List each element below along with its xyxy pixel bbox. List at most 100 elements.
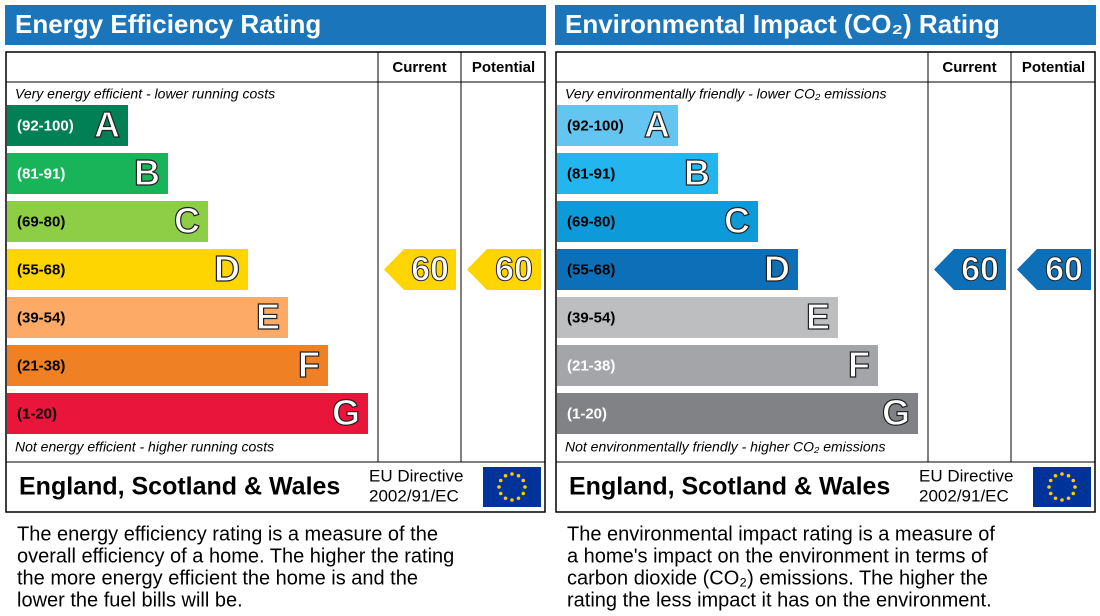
band-letter: A	[94, 104, 120, 145]
directive: 2002/91/EC	[369, 486, 459, 505]
eu-star	[523, 485, 527, 489]
band-letter: B	[684, 152, 710, 193]
eu-star	[1048, 491, 1053, 496]
rating-band	[7, 393, 368, 434]
bottom-note: Not energy efficient - higher running co…	[15, 439, 274, 455]
band-range: (1-20)	[17, 405, 57, 422]
band-range: (39-54)	[17, 309, 65, 326]
top-note: Very energy efficient - lower running co…	[15, 86, 275, 102]
description: The environmental impact rating is a mea…	[567, 523, 995, 545]
band-range: (55-68)	[17, 261, 65, 278]
description: overall efficiency of a home. The higher…	[17, 545, 454, 567]
rating-band	[7, 105, 128, 146]
column-header: Current	[392, 59, 446, 76]
description: rating the less impact it has on the env…	[567, 589, 992, 611]
rating-arrow	[384, 249, 456, 290]
eu-star	[516, 473, 521, 478]
rating-band	[557, 105, 678, 146]
rating-band	[7, 249, 248, 290]
band-letter: E	[806, 296, 830, 337]
eu-star	[498, 478, 503, 483]
rating-band	[557, 345, 878, 386]
eu-star	[510, 498, 514, 502]
rating-band	[7, 201, 208, 242]
eu-star	[1066, 473, 1071, 478]
eu-star	[1071, 491, 1076, 496]
frame	[5, 51, 546, 513]
rating-band	[557, 249, 798, 290]
eu-star	[510, 472, 514, 476]
rating-value: 60	[495, 250, 533, 288]
column-header: Potential	[472, 59, 535, 76]
band-letter: D	[764, 248, 790, 289]
band-range: (39-54)	[567, 309, 615, 326]
description: The energy efficiency rating is a measur…	[17, 523, 438, 545]
eu-star	[1047, 485, 1051, 489]
band-range: (21-38)	[567, 357, 615, 374]
band-letter: G	[332, 392, 360, 433]
eu-star	[521, 478, 526, 483]
eu-star	[1060, 472, 1064, 476]
rating-arrow	[1017, 249, 1091, 290]
description: carbon dioxide (CO₂) emissions. The high…	[567, 567, 988, 589]
band-range: (55-68)	[567, 261, 615, 278]
rating-band	[7, 297, 288, 338]
band-letter: D	[214, 248, 240, 289]
panel-title: Energy Efficiency Rating	[15, 9, 321, 39]
column-header: Potential	[1022, 59, 1085, 76]
eu-star	[1060, 498, 1064, 502]
column-header: Current	[942, 59, 996, 76]
band-range: (1-20)	[567, 405, 607, 422]
band-range: (92-100)	[567, 117, 624, 134]
rating-value: 60	[411, 250, 449, 288]
eu-star	[521, 491, 526, 496]
eu-star	[1073, 485, 1077, 489]
directive: 2002/91/EC	[919, 486, 1009, 505]
footer-region: England, Scotland & Wales	[569, 473, 890, 501]
band-range: (92-100)	[17, 117, 74, 134]
band-letter: E	[256, 296, 280, 337]
band-range: (21-38)	[17, 357, 65, 374]
eu-star	[1071, 478, 1076, 483]
band-letter: F	[848, 344, 870, 385]
eu-star	[1048, 478, 1053, 483]
band-range: (81-91)	[567, 165, 615, 182]
eu-star	[1053, 496, 1058, 501]
frame	[555, 51, 1096, 513]
rating-band	[557, 153, 718, 194]
rating-value: 60	[961, 250, 999, 288]
eu-star	[497, 485, 501, 489]
title-bar	[555, 5, 1096, 45]
band-letter: B	[134, 152, 160, 193]
rating-arrow	[467, 249, 541, 290]
title-bar	[5, 5, 546, 45]
eu-star	[503, 473, 508, 478]
band-range: (81-91)	[17, 165, 65, 182]
rating-band	[557, 201, 758, 242]
eu-star	[498, 491, 503, 496]
top-note: Very environmentally friendly - lower CO…	[565, 86, 886, 102]
description: lower the fuel bills will be.	[17, 589, 243, 611]
description: a home's impact on the environment in te…	[567, 545, 988, 567]
eu-star	[503, 496, 508, 501]
bottom-note: Not environmentally friendly - higher CO…	[565, 439, 885, 455]
band-letter: C	[724, 200, 750, 241]
rating-band	[557, 297, 838, 338]
panel-title: Environmental Impact (CO₂) Rating	[565, 9, 1000, 39]
rating-value: 60	[1045, 250, 1083, 288]
directive: EU Directive	[369, 466, 463, 485]
footer-region: England, Scotland & Wales	[19, 473, 340, 501]
band-range: (69-80)	[567, 213, 615, 230]
band-range: (69-80)	[17, 213, 65, 230]
rating-arrow	[934, 249, 1006, 290]
band-letter: F	[298, 344, 320, 385]
rating-band	[7, 345, 328, 386]
directive: EU Directive	[919, 466, 1013, 485]
band-letter: A	[644, 104, 670, 145]
rating-band	[7, 153, 168, 194]
description: the more energy efficient the home is an…	[17, 567, 418, 589]
rating-band	[557, 393, 918, 434]
eu-star	[1053, 473, 1058, 478]
eu-star	[516, 496, 521, 501]
